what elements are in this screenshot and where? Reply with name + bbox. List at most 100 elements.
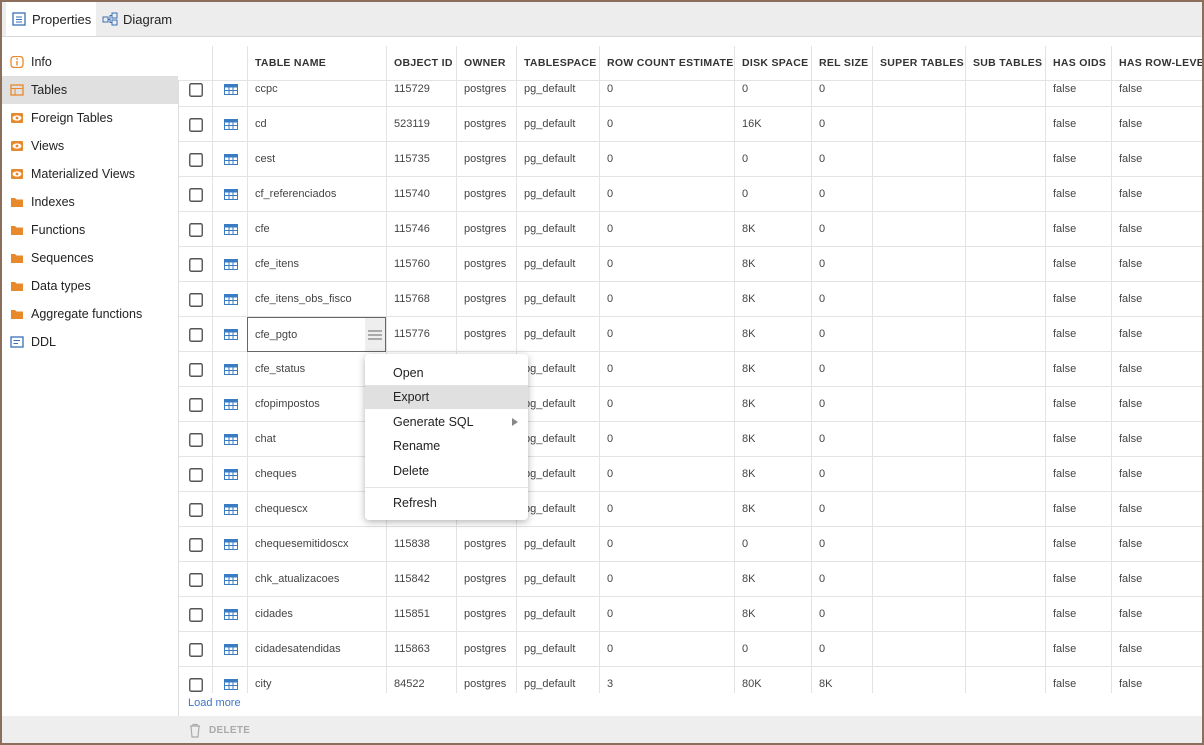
checkbox[interactable]: [189, 468, 203, 482]
checkbox[interactable]: [189, 398, 203, 412]
column-header[interactable]: TABLE NAME: [247, 46, 386, 81]
column-header[interactable]: OWNER: [456, 46, 516, 81]
checkbox[interactable]: [189, 538, 203, 552]
delete-button[interactable]: DELETE: [209, 725, 251, 736]
sidebar-item[interactable]: Foreign Tables: [2, 104, 178, 132]
table-icon: [224, 539, 238, 550]
column-header[interactable]: REL SIZE: [811, 46, 872, 81]
table-cell: pg_default: [516, 282, 599, 317]
menu-item[interactable]: Delete: [393, 464, 430, 478]
table-cell: 16K: [734, 107, 811, 142]
table-cell: postgres: [456, 527, 516, 562]
checkbox[interactable]: [189, 293, 203, 307]
column-header[interactable]: ROW COUNT ESTIMATE: [599, 46, 734, 81]
sidebar-item[interactable]: Aggregate functions: [2, 300, 178, 328]
table-cell: 115740: [386, 177, 456, 212]
table-cell: postgres: [456, 667, 516, 693]
table-cell: 115729: [386, 72, 456, 107]
table-icon: [224, 434, 238, 445]
cell-menu-button[interactable]: [365, 318, 385, 351]
empty-cell: [872, 597, 965, 632]
menu-item[interactable]: Export: [365, 385, 528, 409]
row-icon-cell: [212, 317, 247, 352]
column-header[interactable]: DISK SPACE: [734, 46, 811, 81]
table-icon: [224, 574, 238, 585]
sidebar-item[interactable]: Data types: [2, 272, 178, 300]
sidebar-item[interactable]: Views: [2, 132, 178, 160]
empty-cell: [872, 72, 965, 107]
menu-item[interactable]: Open: [393, 366, 424, 380]
column-header[interactable]: HAS ROW-LEVEL: [1111, 46, 1202, 81]
tab[interactable]: Properties: [6, 2, 96, 36]
menu-item[interactable]: Refresh: [393, 496, 437, 510]
sidebar-item[interactable]: Indexes: [2, 188, 178, 216]
tab[interactable]: Diagram: [100, 2, 180, 36]
table-cell: 0: [734, 527, 811, 562]
table-cell: postgres: [456, 632, 516, 667]
sidebar-item[interactable]: Functions: [2, 216, 178, 244]
tab-label: Properties: [32, 11, 92, 27]
checkbox[interactable]: [189, 118, 203, 132]
table-cell: false: [1111, 107, 1202, 142]
table-cell: false: [1045, 107, 1111, 142]
load-more[interactable]: Load more: [188, 697, 241, 709]
table-cell: 0: [811, 527, 872, 562]
row-checkbox-cell: [178, 317, 212, 352]
checkbox[interactable]: [189, 223, 203, 237]
table-cell: false: [1111, 72, 1202, 107]
table-cell: false: [1111, 142, 1202, 177]
checkbox[interactable]: [189, 258, 203, 272]
table-cell: cfopimpostos: [247, 387, 386, 422]
column-header[interactable]: HAS OIDS: [1045, 46, 1111, 81]
checkbox[interactable]: [189, 433, 203, 447]
table-cell: cf_referenciados: [247, 177, 386, 212]
menu-separator: [365, 487, 528, 488]
checkbox[interactable]: [189, 363, 203, 377]
table-cell: 0: [599, 597, 734, 632]
empty-cell: [965, 562, 1045, 597]
column-header[interactable]: SUPER TABLES: [872, 46, 965, 81]
column-header[interactable]: SUB TABLES: [965, 46, 1045, 81]
table-cell: cfe_itens: [247, 247, 386, 282]
sidebar-item[interactable]: Materialized Views: [2, 160, 178, 188]
sidebar-item[interactable]: Sequences: [2, 244, 178, 272]
table-cell[interactable]: cfe_pgto: [247, 317, 386, 352]
row-checkbox-cell: [178, 492, 212, 527]
column-header[interactable]: OBJECT ID: [386, 46, 456, 81]
menu-item[interactable]: Generate SQL: [393, 415, 474, 429]
table-cell: 0: [599, 107, 734, 142]
table-cell: 0: [734, 632, 811, 667]
checkbox[interactable]: [189, 188, 203, 202]
checkbox[interactable]: [189, 83, 203, 97]
row-icon-cell: [212, 632, 247, 667]
table-icon: [224, 504, 238, 515]
empty-cell: [965, 597, 1045, 632]
sidebar-item[interactable]: Info: [2, 48, 178, 76]
column-header[interactable]: TABLESPACE: [516, 46, 599, 81]
row-icon-cell: [212, 247, 247, 282]
checkbox[interactable]: [189, 153, 203, 167]
table-cell: false: [1045, 212, 1111, 247]
properties-icon: [12, 12, 26, 26]
checkbox[interactable]: [189, 573, 203, 587]
checkbox[interactable]: [189, 643, 203, 657]
table-cell: 0: [599, 212, 734, 247]
checkbox[interactable]: [189, 328, 203, 342]
table-cell: 0: [811, 107, 872, 142]
sidebar-item[interactable]: DDL: [2, 328, 178, 356]
table-cell: 115842: [386, 562, 456, 597]
table-cell: false: [1111, 632, 1202, 667]
empty-cell: [965, 107, 1045, 142]
table-cell: pg_default: [516, 422, 599, 457]
checkbox[interactable]: [189, 608, 203, 622]
checkbox[interactable]: [189, 678, 203, 692]
checkbox[interactable]: [189, 503, 203, 517]
empty-cell: [872, 527, 965, 562]
empty-cell: [965, 247, 1045, 282]
sidebar-item[interactable]: Tables: [2, 76, 178, 104]
empty-cell: [965, 177, 1045, 212]
table-cell: pg_default: [516, 72, 599, 107]
menu-item[interactable]: Rename: [393, 439, 441, 453]
row-checkbox-cell: [178, 632, 212, 667]
table-cell: 8K: [734, 387, 811, 422]
